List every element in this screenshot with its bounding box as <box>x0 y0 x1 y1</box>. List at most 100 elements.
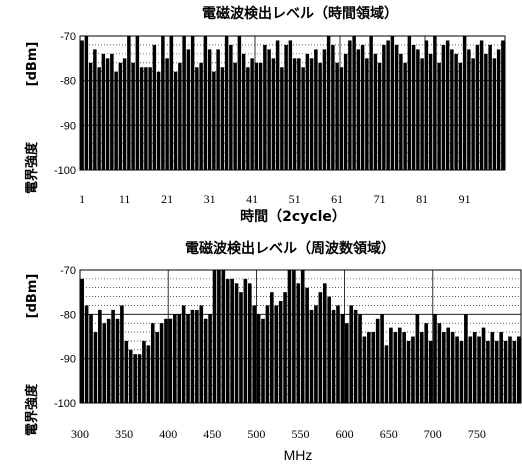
bar <box>462 36 467 170</box>
x-tick-label: 61 <box>331 192 343 206</box>
x-tick-label: 51 <box>289 192 301 206</box>
grid <box>80 278 521 395</box>
bar <box>93 332 98 403</box>
y-axis-label-main: 電界強度 <box>24 141 40 194</box>
bar <box>468 336 473 403</box>
plot-frame <box>79 35 506 171</box>
bar <box>114 71 118 170</box>
bar <box>322 283 327 403</box>
bar <box>89 314 93 403</box>
bar <box>353 309 358 403</box>
bar <box>152 44 157 170</box>
y-tick-labels: -70 -80 -90 -100 <box>54 31 76 177</box>
bar <box>393 332 398 403</box>
bar <box>190 36 195 170</box>
bar <box>271 58 276 171</box>
bar <box>488 44 492 170</box>
x-tick-label: 300 <box>71 427 89 441</box>
bar <box>80 278 85 403</box>
bar <box>229 44 233 170</box>
bar <box>144 67 148 170</box>
bar <box>377 62 382 170</box>
x-tick-label: 500 <box>247 427 265 441</box>
bar <box>458 62 463 170</box>
bar <box>397 327 402 403</box>
bar <box>512 340 517 403</box>
bar <box>424 323 428 403</box>
frequency-domain-chart: 電磁波検出レベル（周波数領域） 電界強度 [dBm] -70 -80 -90 -100… <box>24 240 522 463</box>
plot-border <box>79 269 522 404</box>
bar <box>212 71 216 170</box>
bar <box>382 44 386 170</box>
y-tick-label: -70 <box>60 265 76 277</box>
bar <box>270 292 274 403</box>
bar <box>254 62 259 170</box>
x-tick-label: 400 <box>159 427 177 441</box>
y-tick-label: -70 <box>60 31 76 43</box>
x-tick-label: 21 <box>161 192 173 206</box>
bar <box>416 49 420 170</box>
bar <box>261 318 265 403</box>
bar <box>499 332 503 403</box>
bar <box>419 332 424 403</box>
bar <box>274 305 279 403</box>
bar <box>263 44 267 170</box>
bar <box>98 309 102 403</box>
bar <box>224 36 229 170</box>
x-tick-label: 71 <box>374 192 386 206</box>
x-tick-label: 650 <box>380 427 398 441</box>
bar <box>380 314 384 403</box>
bar <box>239 292 243 403</box>
bar <box>433 314 437 403</box>
bar <box>384 345 389 403</box>
bar <box>161 36 165 170</box>
bar <box>186 49 191 170</box>
bar <box>437 323 442 403</box>
bar <box>301 67 305 170</box>
y-axis-label: 電界強度 [dBm] <box>24 274 40 436</box>
bar <box>309 309 314 403</box>
chart-title: 電磁波検出レベル（時間領域） <box>202 5 398 22</box>
bar <box>358 314 362 403</box>
bar <box>203 318 208 403</box>
bar <box>217 270 221 403</box>
bar <box>331 309 336 403</box>
bar <box>411 336 415 403</box>
bar <box>275 40 280 170</box>
bars <box>80 36 505 171</box>
bar <box>297 58 301 171</box>
bar <box>247 283 252 403</box>
bar <box>467 49 471 170</box>
bar <box>442 332 446 403</box>
bar <box>360 44 365 170</box>
bar <box>118 62 123 170</box>
plot-border <box>79 35 506 171</box>
y-tick-label: -90 <box>60 120 76 132</box>
bar <box>135 36 140 170</box>
bar <box>471 58 475 171</box>
bar <box>220 67 225 170</box>
bar <box>93 49 97 170</box>
bar <box>127 36 131 170</box>
bar <box>318 292 323 403</box>
bar <box>168 318 173 403</box>
x-axis-label: 時間（2cycle） <box>240 208 346 225</box>
bar <box>111 309 115 403</box>
bar <box>258 62 263 170</box>
bar <box>492 58 497 171</box>
bar <box>394 44 399 170</box>
bar <box>494 340 499 403</box>
bar <box>292 58 297 171</box>
bar <box>110 53 114 170</box>
bar <box>424 40 429 170</box>
x-tick-label: 11 <box>119 192 131 206</box>
bar <box>292 270 296 403</box>
bar <box>322 49 327 170</box>
bar <box>407 36 412 170</box>
bar <box>475 44 480 170</box>
bar <box>139 67 144 170</box>
bar <box>486 340 490 403</box>
bar <box>195 309 199 403</box>
grid <box>80 44 505 162</box>
